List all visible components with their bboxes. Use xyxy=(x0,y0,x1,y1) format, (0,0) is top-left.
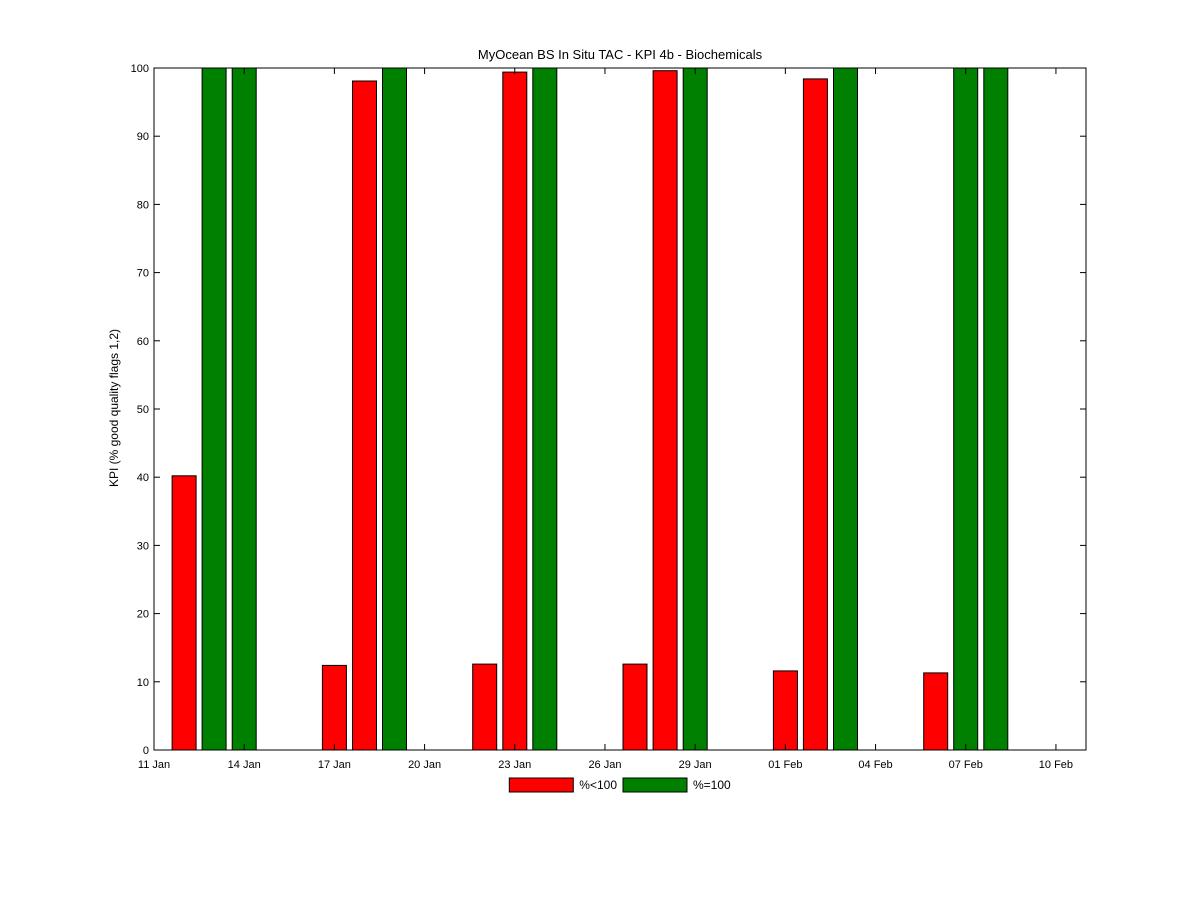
bar-below-100-3 xyxy=(472,663,498,751)
y-tick-label-6: 60 xyxy=(137,336,149,348)
legend-label-1: %=100 xyxy=(693,778,731,792)
legend-swatch-0 xyxy=(508,777,574,793)
legend: %<100 %=100 xyxy=(508,777,731,793)
plot-frame xyxy=(153,67,1087,751)
bar-below-100-0 xyxy=(171,475,197,751)
x-tick-label-5: 26 Jan xyxy=(588,759,621,771)
y-tick-label-5: 50 xyxy=(137,404,149,416)
bar-below-100-7 xyxy=(772,670,798,751)
x-tick-label-9: 07 Feb xyxy=(949,759,983,771)
y-tick-label-1: 10 xyxy=(137,677,149,689)
y-axis-label: KPI (% good quality flags 1,2) xyxy=(107,329,121,487)
x-tick-label-1: 14 Jan xyxy=(228,759,261,771)
bar-equal-100-3 xyxy=(532,67,558,751)
legend-swatch-1 xyxy=(622,777,688,793)
bar-equal-100-0 xyxy=(201,67,227,751)
x-tick-label-0: 11 Jan xyxy=(138,759,170,771)
bar-below-100-4 xyxy=(502,71,528,751)
x-tick-label-4: 23 Jan xyxy=(498,759,531,771)
bar-equal-100-2 xyxy=(382,67,407,751)
x-tick-label-8: 04 Feb xyxy=(858,759,892,771)
legend-label-0: %<100 xyxy=(579,778,617,792)
y-tick-label-7: 70 xyxy=(137,268,149,280)
y-tick-label-8: 80 xyxy=(137,199,149,211)
bar-equal-100-1 xyxy=(231,67,257,751)
bar-equal-100-7 xyxy=(983,67,1009,751)
bar-below-100-9 xyxy=(923,672,949,751)
x-tick-label-7: 01 Feb xyxy=(768,759,802,771)
bar-below-100-1 xyxy=(321,664,347,751)
bar-below-100-6 xyxy=(652,70,678,751)
y-tick-label-9: 90 xyxy=(137,131,149,143)
bar-equal-100-5 xyxy=(833,67,858,751)
ticks-group: 0 10 20 30 40 50 60 70 80 90 100 11 Jan 14 Jan 17 Jan… xyxy=(131,63,1086,771)
bar-below-100-8 xyxy=(802,78,828,751)
bar-equal-100-6 xyxy=(953,67,979,751)
bar-equal-100-4 xyxy=(682,67,708,751)
bar-below-100-5 xyxy=(622,663,648,751)
y-tick-label-4: 40 xyxy=(137,472,149,484)
y-tick-label-3: 30 xyxy=(137,540,149,552)
y-tick-label-10: 100 xyxy=(131,63,149,75)
bar-below-100-2 xyxy=(352,80,377,751)
x-tick-label-10: 10 Feb xyxy=(1039,759,1073,771)
bars-group xyxy=(171,67,1009,751)
x-tick-label-3: 20 Jan xyxy=(408,759,441,771)
y-tick-label-2: 20 xyxy=(137,609,149,621)
x-tick-label-6: 29 Jan xyxy=(679,759,712,771)
chart-title: MyOcean BS In Situ TAC - KPI 4b - Bioche… xyxy=(478,47,763,62)
y-tick-label-0: 0 xyxy=(143,745,149,757)
x-tick-label-2: 17 Jan xyxy=(318,759,351,771)
